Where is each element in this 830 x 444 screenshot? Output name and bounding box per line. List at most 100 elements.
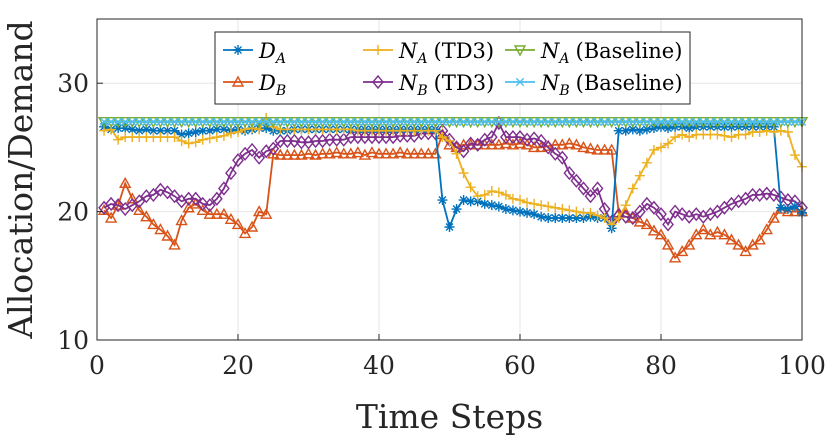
data-point-na-td3 bbox=[169, 132, 180, 143]
data-point-na-td3 bbox=[225, 128, 236, 139]
data-point-da bbox=[437, 195, 448, 206]
data-point-nb-baseline bbox=[339, 117, 348, 126]
data-point-na-td3 bbox=[656, 142, 666, 153]
data-point-da bbox=[176, 129, 187, 140]
data-point-db bbox=[245, 220, 259, 232]
data-point-nb-baseline bbox=[128, 117, 137, 126]
data-point-da bbox=[451, 204, 462, 215]
data-point-nb-baseline bbox=[748, 117, 757, 126]
data-point-nb-td3 bbox=[690, 207, 703, 222]
data-point-da bbox=[500, 204, 511, 215]
data-point-nb-baseline bbox=[269, 117, 278, 126]
data-point-db bbox=[492, 138, 506, 150]
data-point-db bbox=[133, 203, 146, 216]
plot-area bbox=[97, 112, 809, 263]
data-point-na-td3 bbox=[719, 130, 730, 141]
data-point-na-td3 bbox=[648, 144, 659, 155]
data-point-da bbox=[571, 213, 582, 224]
data-point-nb-td3 bbox=[669, 204, 682, 219]
data-point-nb-baseline bbox=[388, 117, 398, 126]
data-point-nb-td3 bbox=[760, 186, 773, 201]
data-point-db bbox=[668, 251, 682, 263]
data-point-db bbox=[753, 233, 766, 245]
data-point-nb-baseline bbox=[290, 117, 299, 126]
data-point-nb-baseline bbox=[219, 117, 229, 126]
data-point-db bbox=[570, 138, 583, 150]
data-point-nb-baseline bbox=[247, 117, 257, 126]
data-point-db bbox=[196, 203, 209, 216]
data-point-da bbox=[578, 213, 589, 224]
data-point-da bbox=[543, 213, 554, 224]
data-point-nb-baseline bbox=[142, 117, 151, 126]
data-point-nb-baseline bbox=[135, 117, 144, 126]
data-point-nb-baseline bbox=[706, 117, 715, 126]
legend-item: NB (TD3) bbox=[363, 71, 494, 99]
legend-marker-swatch bbox=[515, 77, 525, 87]
data-point-na-td3 bbox=[627, 183, 638, 194]
data-point-na-td3 bbox=[190, 137, 201, 148]
data-point-db bbox=[556, 138, 569, 150]
data-point-nb-td3 bbox=[112, 198, 125, 213]
x-tick-label: 40 bbox=[363, 351, 395, 380]
data-point-nb-td3 bbox=[161, 185, 174, 200]
data-point-nb-baseline bbox=[656, 117, 666, 126]
data-point-nb-td3 bbox=[535, 133, 548, 149]
data-point-na-td3 bbox=[486, 186, 497, 197]
data-point-db bbox=[281, 148, 294, 160]
data-point-na-td3 bbox=[451, 148, 462, 159]
data-point-nb-baseline bbox=[536, 117, 546, 126]
data-point-da bbox=[134, 125, 145, 136]
data-point-db bbox=[274, 148, 287, 160]
data-point-da bbox=[155, 125, 166, 136]
data-point-db bbox=[591, 143, 604, 155]
data-point-db bbox=[161, 229, 174, 241]
data-point-da bbox=[536, 211, 547, 222]
data-point-nb-baseline bbox=[579, 117, 588, 126]
data-point-db bbox=[309, 148, 322, 160]
data-point-nb-td3 bbox=[225, 165, 237, 181]
legend-item: NB (Baseline) bbox=[505, 71, 683, 99]
data-point-nb-td3 bbox=[253, 150, 266, 165]
data-point-nb-td3 bbox=[154, 182, 167, 197]
data-point-db bbox=[718, 228, 731, 240]
legend-marker-swatch bbox=[373, 45, 383, 55]
data-point-nb-baseline bbox=[529, 117, 539, 126]
data-point-db bbox=[119, 176, 132, 189]
data-point-na-td3 bbox=[479, 189, 490, 200]
data-point-nb-baseline bbox=[170, 117, 179, 126]
data-point-da bbox=[507, 205, 518, 216]
data-point-nb-td3 bbox=[570, 173, 583, 188]
x-tick-label: 60 bbox=[504, 351, 536, 380]
data-point-db bbox=[379, 147, 393, 159]
data-point-nb-baseline bbox=[276, 117, 285, 126]
data-point-nb-baseline bbox=[184, 117, 193, 126]
x-tick-label: 20 bbox=[222, 351, 254, 380]
data-point-na-td3 bbox=[218, 130, 229, 141]
data-point-nb-baseline bbox=[769, 117, 779, 126]
data-point-db bbox=[485, 138, 498, 150]
data-point-da bbox=[162, 125, 173, 136]
data-point-na-td3 bbox=[507, 193, 518, 204]
data-point-na-td3 bbox=[557, 204, 568, 215]
data-point-db bbox=[252, 205, 266, 217]
data-point-nb-baseline bbox=[713, 117, 722, 126]
data-point-da bbox=[127, 124, 138, 135]
data-point-nb-baseline bbox=[727, 117, 736, 126]
data-point-na-td3 bbox=[663, 138, 674, 149]
data-point-na-td3 bbox=[211, 132, 222, 143]
y-tick-label: 30 bbox=[57, 69, 89, 98]
data-point-db bbox=[675, 244, 689, 257]
data-point-na-td3 bbox=[515, 195, 525, 206]
data-point-nb-td3 bbox=[485, 130, 498, 145]
data-point-db bbox=[344, 147, 357, 159]
data-point-db bbox=[126, 192, 139, 204]
data-point-nb-td3 bbox=[147, 187, 160, 203]
data-point-db bbox=[661, 238, 675, 250]
series-nb-baseline bbox=[99, 117, 807, 126]
data-point-db bbox=[386, 147, 400, 159]
data-point-nb-td3 bbox=[591, 181, 604, 196]
legend-label: NA (TD3) bbox=[398, 39, 494, 67]
data-point-nb-baseline bbox=[438, 117, 447, 126]
data-point-db bbox=[330, 146, 343, 158]
data-point-na-td3 bbox=[789, 150, 800, 161]
